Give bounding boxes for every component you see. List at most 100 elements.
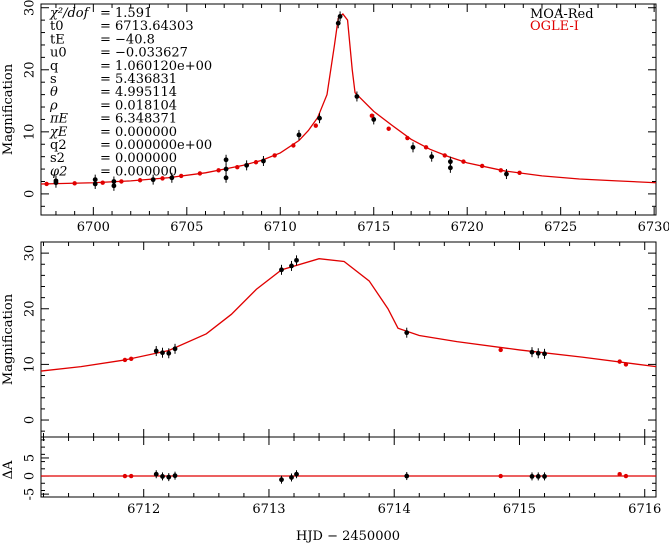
moa-point [371, 117, 377, 122]
y-tick-label: 20 [23, 62, 38, 79]
y-axis-label: Magnification [1, 63, 16, 155]
model-curve [40, 258, 657, 372]
ogle-point [128, 356, 134, 362]
moa-point [160, 350, 165, 356]
ogle-residual-point [122, 473, 128, 479]
ogle-point [313, 123, 318, 128]
fit-param-name: t0 [50, 19, 64, 34]
moa-point [289, 263, 294, 269]
fit-param-value: = 6713.64303 [100, 19, 194, 34]
ogle-point [461, 159, 466, 164]
fit-param-name: θ [50, 85, 58, 100]
x-tick-label: 6725 [544, 220, 577, 235]
moa-point [223, 175, 229, 181]
moa-residual-point [542, 473, 547, 479]
x-tick-label: 6720 [451, 220, 484, 235]
ogle-point [235, 165, 240, 170]
y-tick-label: 0 [23, 472, 38, 480]
y-tick-label: 10 [23, 124, 38, 141]
ogle-point [623, 362, 629, 367]
ogle-point [405, 135, 410, 141]
ogle-point [272, 153, 277, 158]
moa-point [166, 350, 172, 356]
moa-point [172, 346, 178, 352]
moa-residual-point [172, 473, 178, 479]
fit-param-name: tE [50, 32, 65, 47]
moa-point [447, 159, 453, 165]
moa-point [542, 351, 547, 357]
moa-point [337, 14, 343, 19]
moa-point [410, 144, 416, 150]
moa-point [150, 177, 156, 183]
fit-param-value: = 5.436831 [100, 72, 177, 87]
x-tick-label: 6700 [77, 220, 110, 235]
moa-point [535, 350, 541, 356]
fit-param-value: = 1.060120e+00 [100, 59, 212, 74]
ogle-point [216, 168, 221, 173]
ogle-point [178, 173, 184, 179]
moa-point [261, 158, 266, 164]
fit-param-name: χE [49, 125, 68, 140]
fit-param-name: u0 [50, 46, 67, 61]
x-tick-label: 6713 [252, 502, 285, 517]
x-tick-label: 6710 [264, 220, 297, 235]
x-tick-label: 6705 [170, 220, 203, 235]
zoom-frame [40, 241, 657, 438]
moa-residual-point [160, 473, 165, 479]
moa-point [169, 175, 175, 181]
moa-point [153, 348, 159, 354]
moa-point [529, 349, 535, 355]
moa-residual-point [166, 474, 172, 480]
ogle-residual-point [128, 473, 134, 479]
moa-point [429, 154, 435, 160]
moa-residual-point [279, 477, 284, 483]
fit-param-value: = 0.000000 [100, 164, 177, 179]
fit-param-value: = 4.995114 [100, 85, 177, 100]
residual-frame [40, 436, 657, 498]
ogle-point [498, 347, 503, 353]
moa-point [447, 165, 453, 171]
x-tick-label: 6715 [503, 502, 536, 517]
x-tick-label: 6714 [378, 502, 411, 517]
fit-param-value: = 0.018104 [100, 98, 177, 113]
y-tick-label: 10 [23, 356, 38, 373]
moa-point [404, 330, 410, 336]
fit-param-value: = 0.000000e+00 [100, 138, 212, 153]
ogle-point [44, 181, 49, 187]
y-tick-label: 20 [23, 300, 38, 317]
moa-residual-point [404, 473, 410, 479]
ogle-residual-point [498, 473, 503, 479]
ogle-point [498, 168, 504, 173]
moa-residual-point [289, 475, 294, 480]
legend-entry: OGLE-I [530, 19, 579, 34]
fit-param-value: = 1.591 [100, 6, 152, 21]
x-tick-label: 6715 [357, 220, 390, 235]
y-tick-label: 30 [23, 245, 38, 262]
fit-param-name: πE [49, 112, 69, 127]
x-tick-label: 6712 [127, 502, 160, 517]
moa-point [335, 20, 341, 26]
ogle-point [119, 179, 124, 184]
fit-param-name: q [50, 59, 58, 74]
moa-point [92, 181, 98, 187]
ogle-point [253, 160, 259, 165]
ogle-point [617, 359, 622, 364]
moa-point [223, 157, 229, 163]
moa-point [111, 179, 117, 184]
moa-point [223, 166, 229, 172]
y-tick-label: 5 [23, 454, 38, 462]
ogle-residual-point [623, 473, 629, 479]
moa-point [317, 115, 322, 121]
ogle-point [479, 163, 485, 169]
fit-param-value: = −0.033627 [100, 46, 188, 61]
ogle-point [369, 113, 375, 118]
moa-residual-point [294, 471, 299, 477]
fit-param-value: = 6.348371 [100, 112, 177, 127]
ogle-point [197, 171, 203, 176]
y-tick-label: 0 [23, 190, 38, 198]
legend-entry: MOA-Red [530, 7, 594, 22]
moa-residual-point [535, 473, 541, 479]
ogle-residual-point [617, 472, 622, 477]
ogle-point [160, 176, 165, 181]
ogle-point [442, 153, 447, 158]
